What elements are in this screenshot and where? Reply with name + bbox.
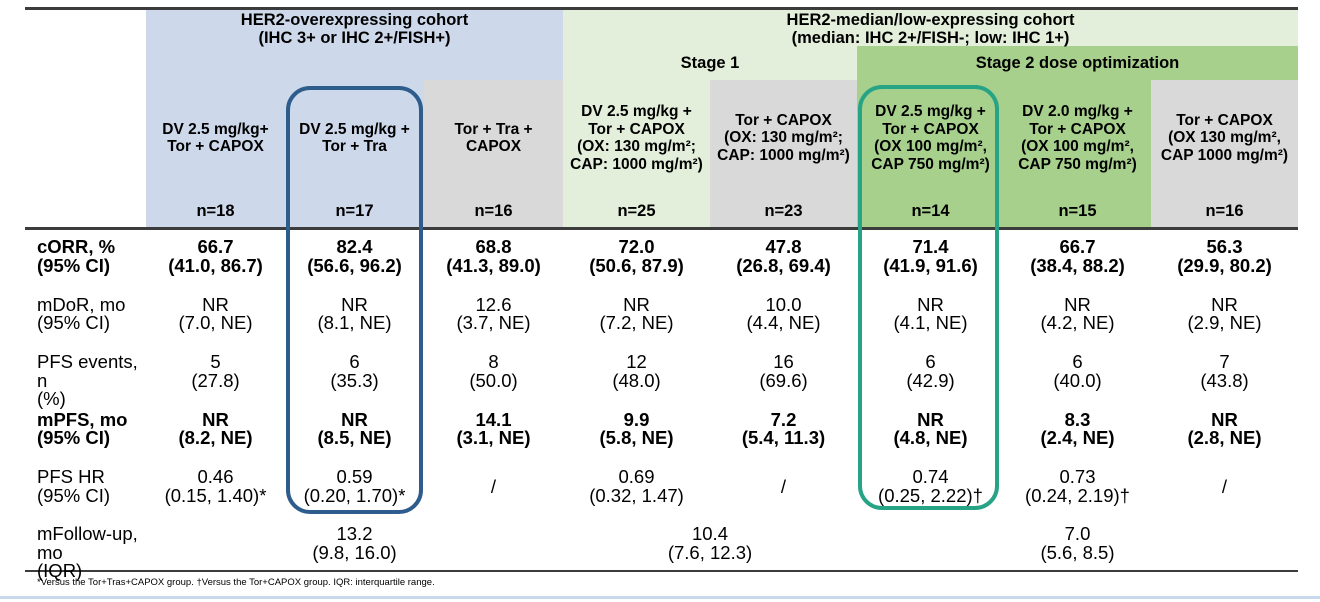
- table-cell: 7.2 (5.4, 11.3): [741, 408, 826, 448]
- stage1-dv-column-bg: [563, 80, 710, 227]
- stage2-tor-capox-column-bg: [1151, 80, 1298, 227]
- row-label-mdor: mDoR, mo (95% CI): [37, 293, 126, 333]
- row-label-pfs-events: PFS events, n (%): [37, 351, 138, 409]
- table-cell: 68.8 (41.3, 89.0): [446, 236, 541, 276]
- table-cell: NR (8.2, NE): [178, 408, 253, 448]
- top-rule: [25, 7, 1298, 10]
- table-cell: 66.7 (38.4, 88.2): [1030, 236, 1125, 276]
- cohort-subtitle: (median: IHC 2+/FISH-; low: IHC 1+): [791, 28, 1070, 47]
- n-label-arm4: n=25: [617, 202, 656, 220]
- row-label-pfs-hr: PFS HR (95% CI): [37, 466, 110, 506]
- row-corr: cORR, % (95% CI) 66.7 (41.0, 86.7) 82.4 (5…: [0, 236, 1320, 278]
- followup-cell-stage1: 10.4 (7.6, 12.3): [667, 523, 753, 563]
- column-header-arm5: Tor + CAPOX (OX: 130 mg/m²; CAP: 1000 mg…: [717, 111, 850, 164]
- row-pfs-events: PFS events, n (%) 5 (27.8) 6 (35.3) 8 (50.0…: [0, 351, 1320, 407]
- table-cell: 71.4 (41.9, 91.6): [883, 236, 978, 276]
- table-cell: NR (4.1, NE): [893, 293, 968, 333]
- column-header-arm6: DV 2.5 mg/kg + Tor + CAPOX (OX 100 mg/m²…: [871, 103, 990, 173]
- stage2-header: Stage 2 dose optimization: [975, 53, 1180, 72]
- table-cell: 5 (27.8): [191, 351, 240, 391]
- followup-cell-stage2: 7.0 (5.6, 8.5): [1040, 523, 1115, 563]
- table-cell: 6 (40.0): [1053, 351, 1102, 391]
- footnote: *Versus the Tor+Tras+CAPOX group. †Versu…: [37, 577, 435, 588]
- table-cell: 8 (50.0): [469, 351, 518, 391]
- bottom-accent-line: [0, 596, 1320, 599]
- table-cell: 9.9 (5.8, NE): [599, 408, 674, 448]
- column-header-arm4: DV 2.5 mg/kg + Tor + CAPOX (OX: 130 mg/m…: [570, 103, 703, 173]
- row-label-mfollowup: mFollow-up, mo (IQR): [37, 523, 138, 581]
- stage1-tor-capox-column-bg: [710, 80, 857, 227]
- table-cell: 72.0 (50.6, 87.9): [589, 236, 684, 276]
- table-cell: 16 (69.6): [759, 351, 808, 391]
- stage1-header: Stage 1: [680, 53, 740, 72]
- cohort-title: HER2-overexpressing cohort: [240, 11, 469, 29]
- table-cell: 47.8 (26.8, 69.4): [736, 236, 831, 276]
- table-cell: NR (8.1, NE): [317, 293, 392, 333]
- her2-over-dv-columns-bg: [146, 80, 424, 227]
- table-cell: 82.4 (56.6, 96.2): [307, 236, 402, 276]
- stage2-dv-columns-bg: [857, 80, 1151, 227]
- footnote-rule: [25, 570, 1298, 572]
- her2-over-cohort-band: [146, 10, 563, 80]
- row-mpfs: mPFS, mo (95% CI) NR (8.2, NE) NR (8.5, NE…: [0, 408, 1320, 451]
- table-cell: NR (2.9, NE): [1187, 293, 1262, 333]
- table-cell: 12 (48.0): [612, 351, 661, 391]
- row-label-corr: cORR, % (95% CI): [37, 236, 116, 276]
- n-label-arm2: n=17: [335, 202, 374, 220]
- row-mfollowup: mFollow-up, mo (IQR) 13.2 (9.8, 16.0) 10.…: [0, 523, 1320, 579]
- column-header-arm1: DV 2.5 mg/kg+ Tor + CAPOX: [162, 120, 269, 156]
- table-cell: 6 (42.9): [906, 351, 955, 391]
- table-cell: 12.6 (3.7, NE): [456, 293, 531, 333]
- table-cell: /: [780, 476, 787, 497]
- table-cell: 0.59 (0.20, 1.70)*: [303, 466, 406, 506]
- table-cell: NR (2.8, NE): [1187, 408, 1262, 448]
- n-label-arm6: n=14: [911, 202, 950, 220]
- table-cell: NR (7.0, NE): [178, 293, 253, 333]
- table-cell: 10.0 (4.4, NE): [746, 293, 821, 333]
- table-cell: NR (4.2, NE): [1040, 293, 1115, 333]
- table-cell: /: [490, 476, 497, 497]
- table-cell: 14.1 (3.1, NE): [456, 408, 531, 448]
- table-cell: 7 (43.8): [1200, 351, 1249, 391]
- row-label-mpfs: mPFS, mo (95% CI): [37, 408, 128, 448]
- n-label-arm3: n=16: [474, 202, 513, 220]
- table-cell: 6 (35.3): [330, 351, 379, 391]
- cohort-title: HER2-median/low-expressing cohort: [786, 11, 1075, 29]
- column-header-arm2: DV 2.5 mg/kg + Tor + Tra: [299, 120, 410, 156]
- cohort-subtitle: (IHC 3+ or IHC 2+/FISH+): [258, 28, 451, 47]
- table-cell: 0.46 (0.15, 1.40)*: [164, 466, 267, 506]
- cohort-header-her2-overexpressing: HER2-overexpressing cohort (IHC 3+ or IH…: [146, 11, 563, 47]
- table-cell: NR (8.5, NE): [317, 408, 392, 448]
- table-cell: 0.69 (0.32, 1.47): [589, 466, 684, 506]
- n-label-arm5: n=23: [764, 202, 803, 220]
- table-cell: 0.73 (0.24, 2.19)†: [1025, 466, 1130, 506]
- n-label-arm1: n=18: [196, 202, 235, 220]
- column-header-arm7: DV 2.0 mg/kg + Tor + CAPOX (OX 100 mg/m²…: [1018, 103, 1137, 173]
- row-pfs-hr: PFS HR (95% CI) 0.46 (0.15, 1.40)* 0.59 (0…: [0, 466, 1320, 508]
- cohort-header-her2-median-low: HER2-median/low-expressing cohort (media…: [563, 11, 1298, 47]
- n-label-arm7: n=15: [1058, 202, 1097, 220]
- row-mdor: mDoR, mo (95% CI) NR (7.0, NE) NR (8.1, NE…: [0, 293, 1320, 336]
- column-header-arm8: Tor + CAPOX (OX 130 mg/m², CAP 1000 mg/m…: [1160, 111, 1289, 164]
- table-cell: 8.3 (2.4, NE): [1040, 408, 1115, 448]
- highlight-outline-dv25-tor-tra: [286, 86, 423, 514]
- n-label-arm8: n=16: [1205, 202, 1244, 220]
- table-cell: 66.7 (41.0, 86.7): [168, 236, 263, 276]
- header-rule: [25, 227, 1298, 230]
- table-cell: NR (7.2, NE): [599, 293, 674, 333]
- table-cell: NR (4.8, NE): [893, 408, 968, 448]
- table-cell: 56.3 (29.9, 80.2): [1177, 236, 1272, 276]
- table-cell: 0.74 (0.25, 2.22)†: [878, 466, 983, 506]
- highlight-outline-dv25-stage2: [858, 85, 999, 510]
- tor-tra-capox-column-bg: [424, 80, 563, 227]
- followup-cell-her2-over: 13.2 (9.8, 16.0): [312, 523, 397, 563]
- table-cell: /: [1221, 476, 1228, 497]
- stage1-band: [563, 46, 857, 80]
- column-header-arm3: Tor + Tra + CAPOX: [454, 120, 533, 156]
- her2-median-low-cohort-band: [563, 10, 1298, 46]
- stage2-band: [857, 46, 1298, 80]
